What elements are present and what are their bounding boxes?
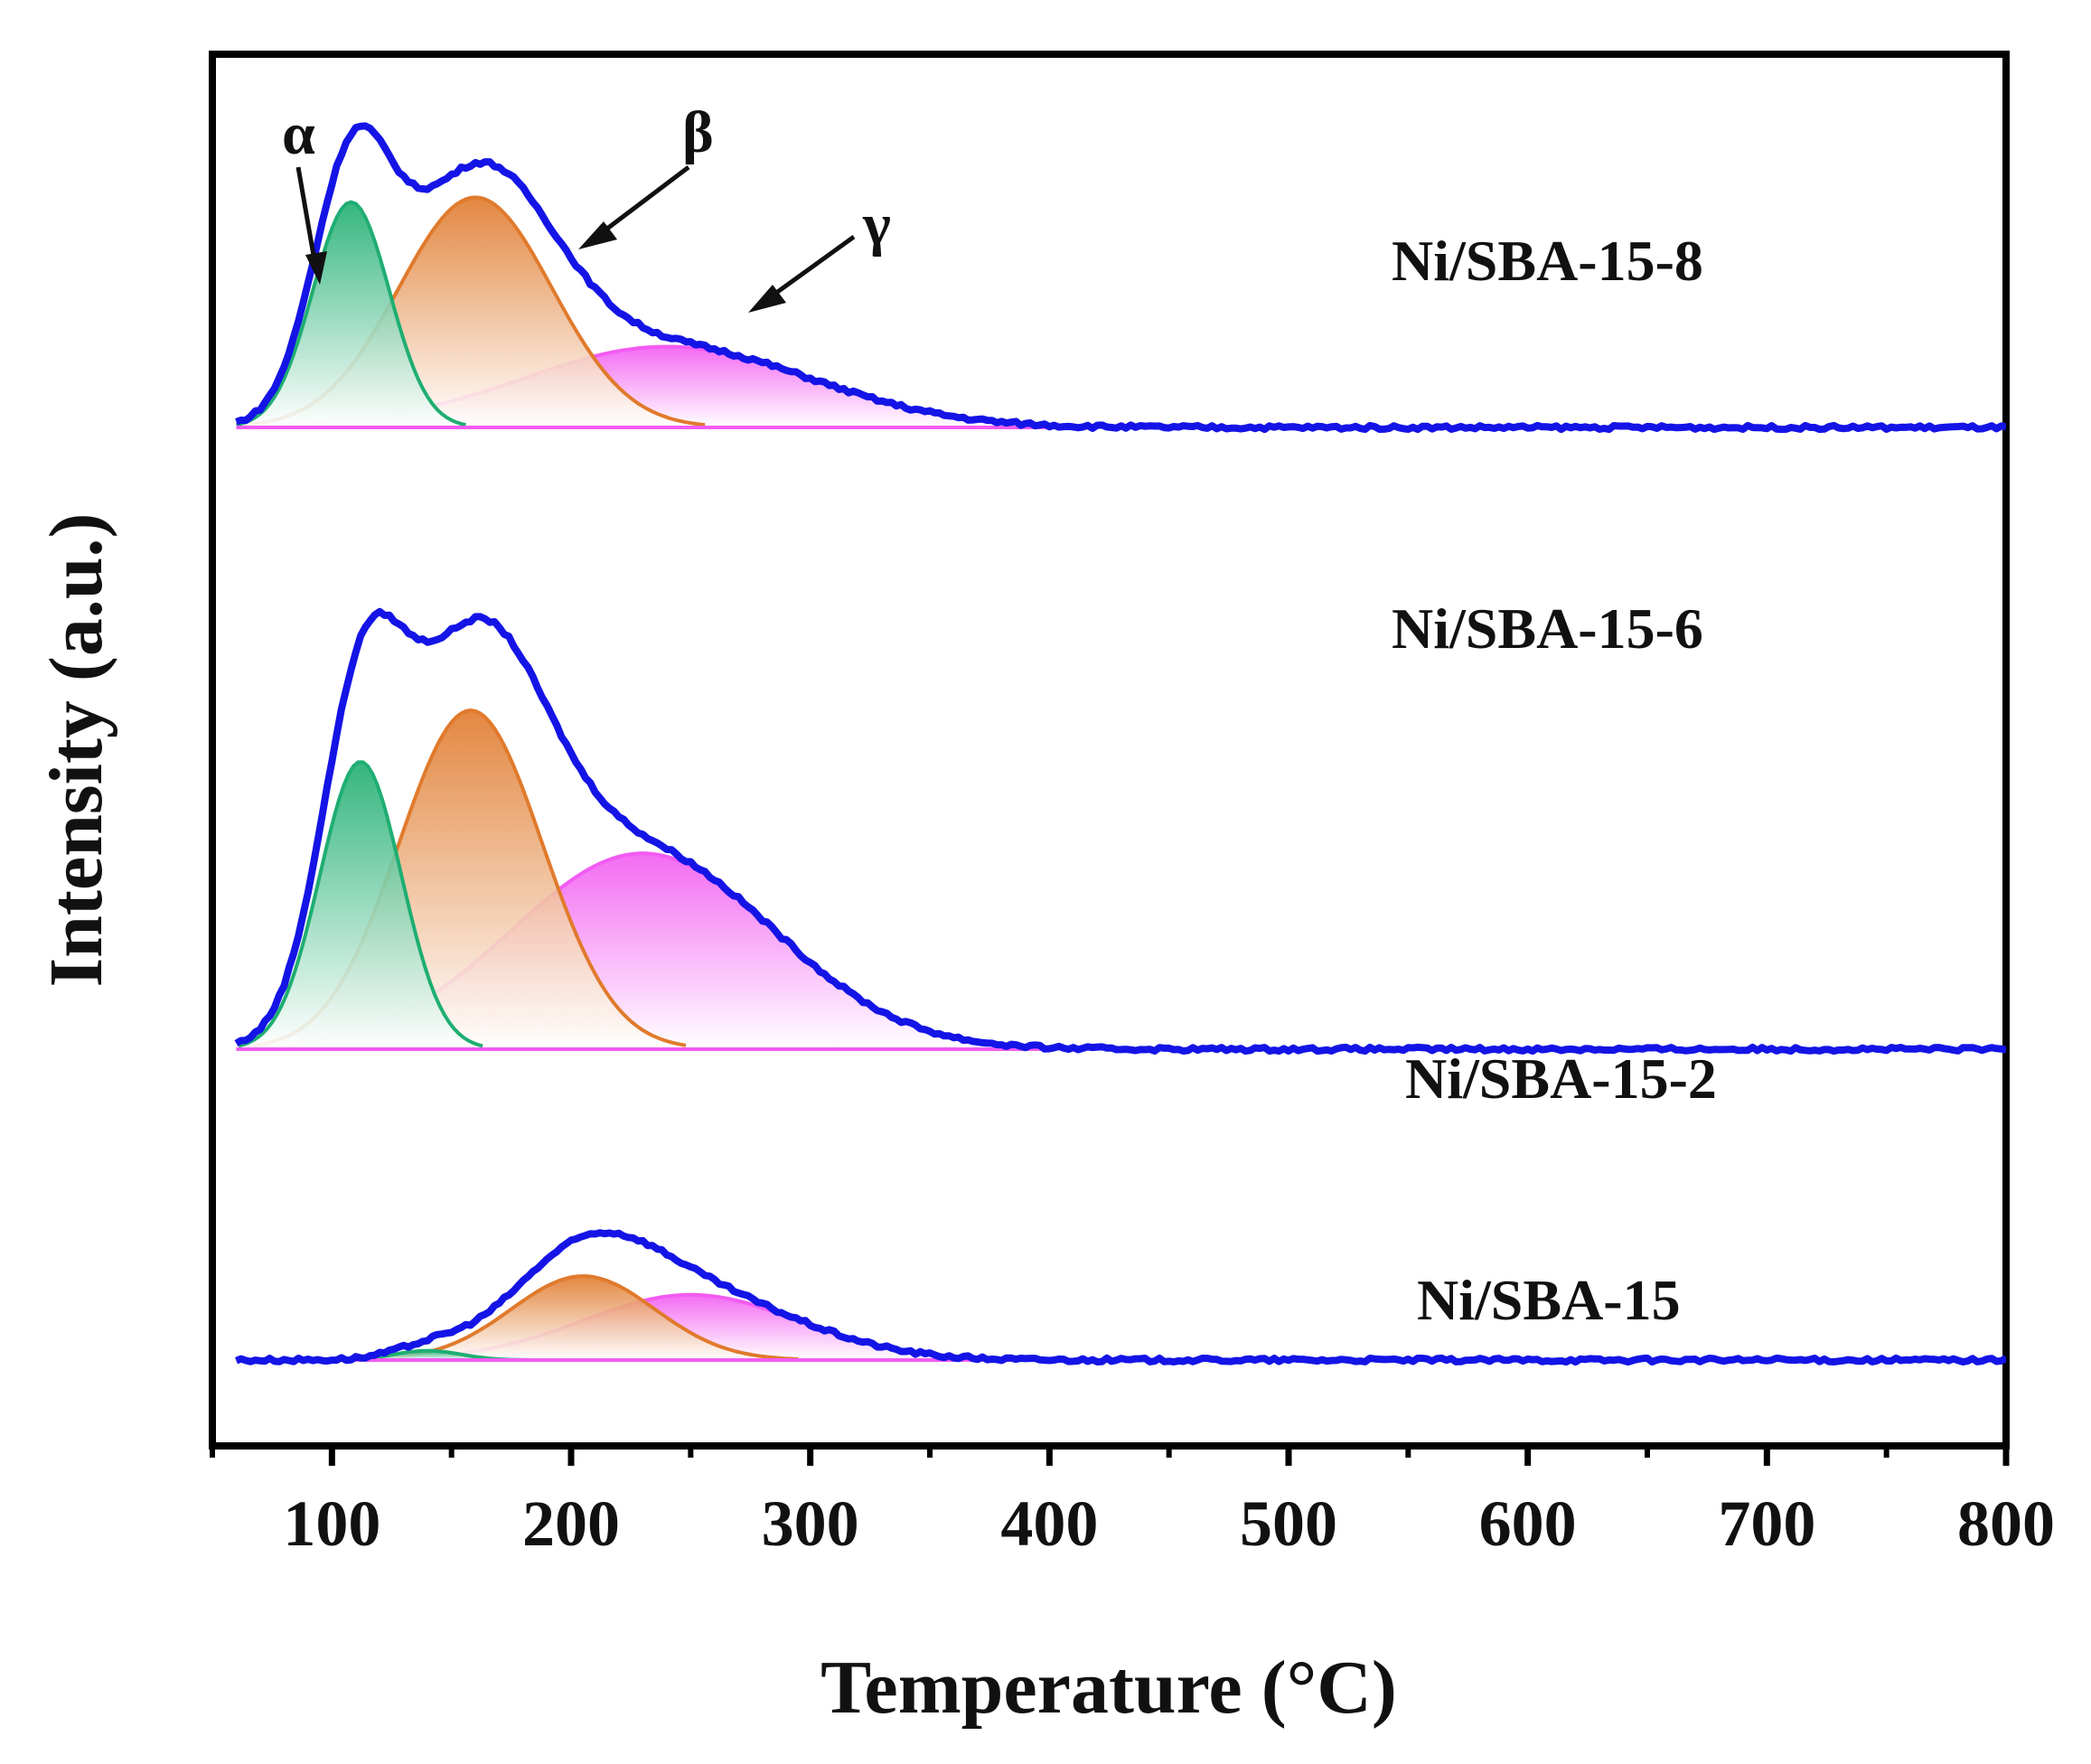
peak-alpha-outline-ni-sba-15-2 xyxy=(238,760,483,1048)
x-tick-label-600: 600 xyxy=(1479,1487,1577,1560)
x-tick-label-500: 500 xyxy=(1240,1487,1337,1560)
series-label-ni-sba-15-8: Ni/SBA-15-8 xyxy=(1392,229,1703,293)
plot-frame xyxy=(209,51,2010,1450)
arrow-beta-head xyxy=(578,221,617,249)
series-ni-sba-15-2 xyxy=(234,607,2006,1056)
peak-arrows xyxy=(295,165,856,313)
x-axis-title: Temperature (°C) xyxy=(820,1646,1397,1730)
series-label-ni-sba-15: Ni/SBA-15 xyxy=(1417,1268,1681,1332)
peak-alpha-ni-sba-15-2 xyxy=(239,762,483,1049)
measured-curve-ni-sba-15-2 xyxy=(234,607,2006,1056)
arrow-beta xyxy=(595,165,690,239)
peak-beta-outline-ni-sba-15 xyxy=(367,1274,799,1361)
arrow-alpha-head xyxy=(305,251,327,285)
x-tick-label-300: 300 xyxy=(762,1487,859,1560)
arrow-gamma-head xyxy=(748,285,786,313)
peak-label-gamma: γ xyxy=(862,192,891,258)
arrow-gamma xyxy=(764,234,856,303)
x-axis-ticks: 100 200 300 400 500 600 700 800 xyxy=(210,1446,2055,1560)
series-label-ni-sba-15-2: Ni/SBA-15-2 xyxy=(1405,1046,1717,1111)
series-ni-sba-15-6 xyxy=(235,122,2006,434)
y-axis-title: Intensity (a.u.) xyxy=(34,512,118,987)
x-tick-label-100: 100 xyxy=(283,1487,380,1560)
peak-beta-ni-sba-15 xyxy=(368,1276,799,1360)
data-layer xyxy=(234,122,2006,1366)
peak-alpha-ni-sba-15-6 xyxy=(236,202,466,427)
x-tick-label-800: 800 xyxy=(1957,1487,2055,1560)
series-label-ni-sba-15-6: Ni/SBA-15-6 xyxy=(1392,596,1703,661)
series-ni-sba-15 xyxy=(235,1229,2006,1366)
x-tick-label-700: 700 xyxy=(1718,1487,1815,1560)
peak-label-beta: β xyxy=(682,99,714,165)
peak-alpha-outline-ni-sba-15-6 xyxy=(236,200,466,427)
measured-curve-ni-sba-15 xyxy=(235,1229,2006,1366)
measured-curve-ni-sba-15-6 xyxy=(235,122,2006,434)
x-tick-label-200: 200 xyxy=(522,1487,620,1560)
peak-label-alpha: α xyxy=(282,101,315,167)
x-tick-label-400: 400 xyxy=(1000,1487,1098,1560)
